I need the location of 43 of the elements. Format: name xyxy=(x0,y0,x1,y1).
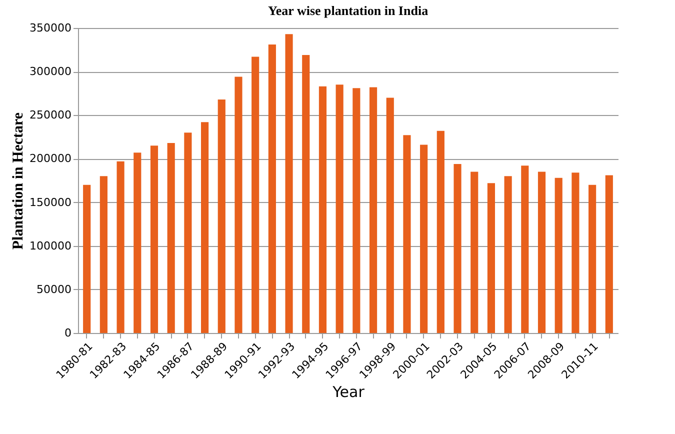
bar xyxy=(318,86,327,333)
chart-title: Year wise plantation in India xyxy=(268,3,429,18)
bar xyxy=(454,164,462,333)
bar xyxy=(167,143,175,333)
y-tick-label: 50000 xyxy=(36,282,72,296)
bar xyxy=(403,135,411,333)
bar xyxy=(218,99,226,333)
bar xyxy=(470,172,478,333)
bar xyxy=(100,176,108,333)
bar xyxy=(150,146,158,333)
y-tick-label: 350000 xyxy=(30,22,72,34)
bar xyxy=(369,87,378,333)
bar xyxy=(252,56,260,333)
y-axis-title: Plantation in Hectare xyxy=(10,112,27,250)
bar xyxy=(504,176,512,333)
bar xyxy=(605,175,613,333)
bar xyxy=(184,132,192,333)
bar xyxy=(116,161,124,333)
bar xyxy=(285,34,293,333)
y-tick-label: 0 xyxy=(64,326,72,340)
bar xyxy=(268,44,276,333)
bar xyxy=(572,172,580,333)
y-tick-label: 100000 xyxy=(30,239,72,252)
y-tick-label: 150000 xyxy=(30,196,72,209)
bar xyxy=(588,184,596,333)
x-axis-title: Year xyxy=(332,382,366,401)
bar xyxy=(436,130,444,333)
bar xyxy=(134,152,142,333)
bar xyxy=(200,122,209,333)
bar xyxy=(336,84,344,333)
bar xyxy=(386,98,394,333)
bar xyxy=(420,144,428,333)
bar xyxy=(352,88,360,333)
bar xyxy=(83,184,91,333)
bar xyxy=(234,76,242,333)
y-tick-label: 250000 xyxy=(30,108,72,122)
bar xyxy=(302,55,310,333)
bar xyxy=(554,178,562,333)
bar xyxy=(538,172,546,333)
y-tick-label: 300000 xyxy=(30,65,72,78)
bar xyxy=(521,166,529,333)
y-tick-label: 200000 xyxy=(30,152,72,166)
bar xyxy=(487,183,496,333)
